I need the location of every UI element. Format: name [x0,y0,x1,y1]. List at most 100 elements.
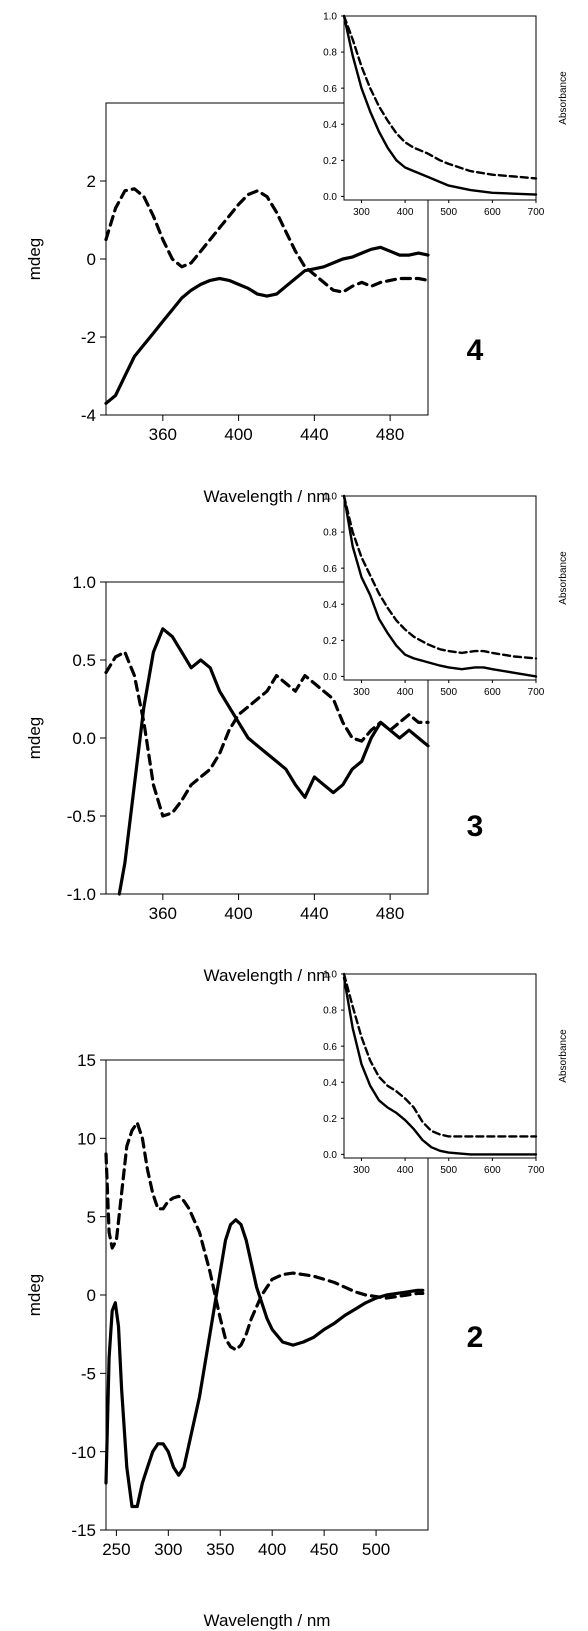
main-ytick-label: -5 [81,1364,96,1383]
x-axis-label: Wavelength / nm [204,487,331,506]
main-ytick-label: -15 [71,1521,96,1540]
panel-number-label: 4 [467,334,484,367]
absorbance-inset: 300 400 500 600 700 0.0 0.2 0.4 0.6 0.8 1.0 Absorba… [323,12,569,218]
inset-series-solid [342,494,538,678]
y-axis-label: mdeg [25,1274,44,1317]
panel-number-label: 3 [467,810,484,843]
inset-plot-background [344,16,536,200]
main-series-solid [117,627,430,896]
main-ytick-label: 2 [87,172,96,191]
inset-ytick-label: 0.8 [323,48,337,59]
inset-ytick-label: 1.0 [323,492,337,503]
inset-axes-frame [343,495,537,681]
inset-axes-frame [343,15,537,201]
inset-ytick-label: 0.2 [323,1114,337,1125]
panel-3: 360 400 440 480 -1.0 -0.5 0.0 0.5 1.0 mdeg Wavelen… [25,492,569,985]
panel-2: 250 300 350 400 450 500 -15 -10 -5 0 5 10 15 mdeg Wave… [25,970,569,1630]
inset-ytick-label: 0.4 [323,1078,337,1089]
main-series-dashed [104,1121,425,1352]
inset-xtick-label: 600 [484,687,501,698]
inset-series-solid [342,976,538,1156]
inset-ytick-label: 0.0 [323,192,337,203]
inset-ytick-label: 0.8 [323,1006,337,1017]
main-xtick-label: 440 [300,904,328,923]
inset-xtick-label: 700 [528,1165,545,1176]
inset-series-solid [342,14,538,196]
panel-number-label: 2 [467,1321,484,1354]
inset-xtick-label: 400 [397,1165,414,1176]
main-ytick-label: 0 [87,1286,96,1305]
inset-xtick-label: 600 [484,1165,501,1176]
inset-ytick-label: 0.6 [323,84,337,95]
inset-ytick-label: 0.4 [323,120,337,131]
inset-xtick-label: 500 [440,207,457,218]
inset-xtick-label: 400 [397,207,414,218]
main-series-solid [104,1218,425,1509]
main-ytick-label: 0.0 [72,729,96,748]
inset-xtick-label: 300 [353,1165,370,1176]
main-xtick-label: 400 [224,904,252,923]
inset-ytick-label: 1.0 [323,12,337,23]
x-axis-label: Wavelength / nm [204,1611,331,1630]
main-ytick-label: 0 [87,250,96,269]
main-ytick-label: -10 [71,1443,96,1462]
inset-ytick-label: 0.0 [323,1150,337,1161]
inset-xtick-label: 400 [397,687,414,698]
inset-y-axis-label: Absorbance [558,1029,569,1083]
main-xtick-label: 500 [362,1540,390,1559]
inset-ytick-label: 0.2 [323,156,337,167]
inset-xtick-label: 700 [528,207,545,218]
absorbance-inset: 300 400 500 600 700 0.0 0.2 0.4 0.6 0.8 1.0 Absorba… [323,970,569,1176]
main-ytick-label: 1.0 [72,573,96,592]
inset-xtick-label: 500 [440,687,457,698]
y-axis-label: mdeg [25,238,44,281]
main-series-solid [104,245,430,405]
inset-ytick-label: 1.0 [323,970,337,981]
main-ytick-label: 5 [87,1208,96,1227]
inset-xtick-label: 700 [528,687,545,698]
main-xtick-label: 480 [376,904,404,923]
inset-ytick-label: 0.6 [323,564,337,575]
inset-ytick-label: 0.6 [323,1042,337,1053]
main-xtick-label: 480 [376,425,404,444]
panel-4: 360 400 440 480 -4 -2 0 2 mdeg Wavelength / nm 4 30… [25,12,569,506]
main-xtick-label: 350 [206,1540,234,1559]
main-ytick-label: -4 [81,406,96,425]
main-xtick-label: 400 [258,1540,286,1559]
main-xtick-label: 250 [102,1540,130,1559]
inset-plot-background [344,496,536,680]
main-xtick-label: 360 [149,904,177,923]
inset-xtick-label: 600 [484,207,501,218]
inset-y-axis-label: Absorbance [558,551,569,605]
main-xtick-label: 400 [224,425,252,444]
main-xtick-label: 450 [310,1540,338,1559]
inset-y-axis-label: Absorbance [558,71,569,125]
inset-plot-background [344,974,536,1158]
main-ytick-label: -1.0 [67,885,96,904]
inset-ytick-label: 0.4 [323,600,337,611]
main-ytick-label: 15 [77,1051,96,1070]
main-ytick-label: -0.5 [67,807,96,826]
inset-xtick-label: 300 [353,687,370,698]
x-axis-label: Wavelength / nm [204,966,331,985]
inset-ytick-label: 0.0 [323,672,337,683]
main-ytick-label: 0.5 [72,651,96,670]
main-xtick-label: 360 [149,425,177,444]
main-series-dashed [104,187,430,294]
main-ytick-label: -2 [81,328,96,347]
inset-series-dashed [342,14,538,180]
absorbance-inset: 300 400 500 600 700 0.0 0.2 0.4 0.6 0.8 1.0 Absorba… [323,492,569,698]
inset-xtick-label: 500 [440,1165,457,1176]
inset-axes-frame [343,973,537,1159]
y-axis-label: mdeg [25,717,44,760]
main-xtick-label: 300 [154,1540,182,1559]
inset-series-dashed [342,972,538,1138]
inset-series-dashed [342,494,538,660]
inset-ytick-label: 0.2 [323,636,337,647]
inset-ytick-label: 0.8 [323,528,337,539]
main-ytick-label: 10 [77,1129,96,1148]
main-xtick-label: 440 [300,425,328,444]
main-series-dashed [104,650,430,818]
inset-xtick-label: 300 [353,207,370,218]
